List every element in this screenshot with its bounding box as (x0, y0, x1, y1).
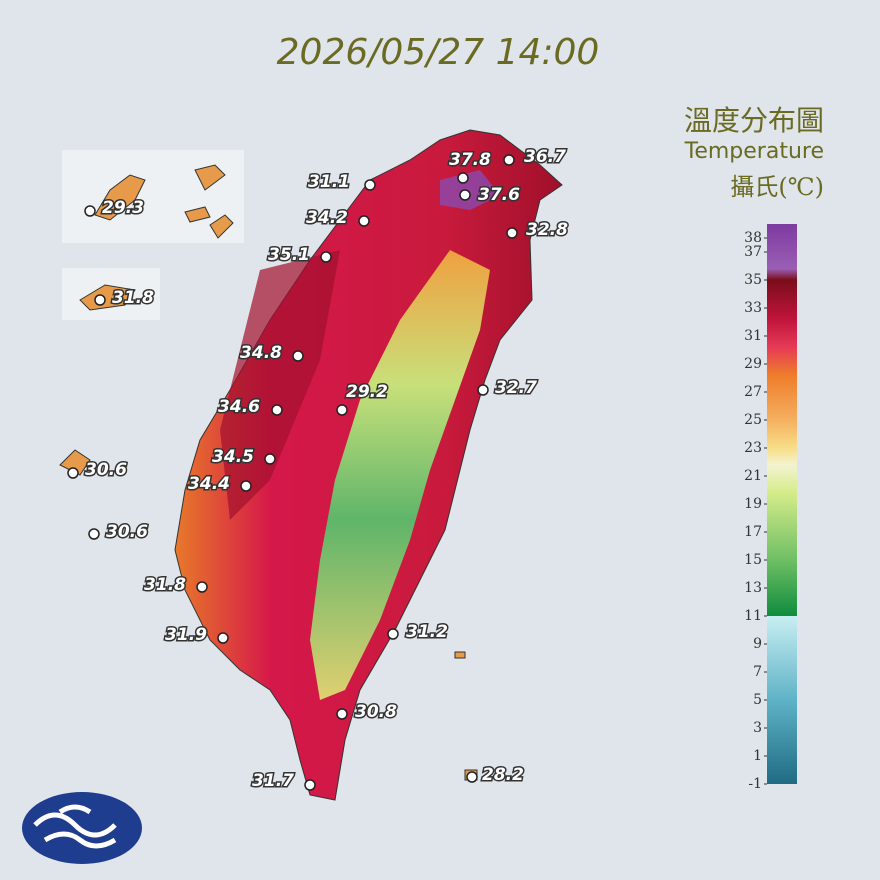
station-dot (506, 227, 518, 239)
island (94, 174, 146, 221)
station-dot (503, 154, 515, 166)
station-dot (336, 404, 348, 416)
station-dot (196, 581, 208, 593)
legend-tick-label: 1 (753, 748, 762, 764)
station-value: 37.6 (478, 185, 520, 205)
station-value: 31.7 (252, 771, 294, 791)
station-dot (292, 350, 304, 362)
station-dot (240, 480, 252, 492)
station-value: 35.1 (268, 245, 310, 265)
legend-tick-label: 13 (744, 580, 762, 596)
station-dot (457, 172, 469, 184)
station-value: 34.8 (240, 343, 282, 363)
legend-tick-label: 11 (744, 608, 762, 624)
legend-tick-label: 35 (744, 272, 762, 288)
legend-tick-label: 23 (744, 440, 762, 456)
station-value: 34.6 (218, 397, 260, 417)
station-dot (387, 628, 399, 640)
station-dot (67, 467, 79, 479)
legend-tick-label: 21 (744, 468, 762, 484)
station-value: 32.7 (495, 378, 537, 398)
station-dot (358, 215, 370, 227)
station-dot (320, 251, 332, 263)
station-dot (477, 384, 489, 396)
legend-tick-label: 5 (753, 692, 762, 708)
station-value: 37.8 (449, 150, 491, 170)
legend-tick-label: 19 (744, 496, 762, 512)
station-value: 34.4 (188, 474, 230, 494)
station-dot (364, 179, 376, 191)
station-dot (94, 294, 106, 306)
station-value: 36.7 (524, 147, 566, 167)
island (79, 284, 136, 311)
legend-tick-label: 31 (744, 328, 762, 344)
station-value: 31.2 (406, 622, 448, 642)
station-value: 31.9 (165, 625, 207, 645)
station-value: 28.2 (482, 765, 524, 785)
legend-tick-label: 38 (744, 230, 762, 246)
legend-tick-label: 17 (744, 524, 762, 540)
legend-unit: 攝氏(℃) (730, 173, 824, 201)
station-dot (304, 779, 316, 791)
station-value: 30.6 (106, 522, 148, 542)
legend-tick-label: 15 (744, 552, 762, 568)
station-dot (336, 708, 348, 720)
legend-tick-label: 33 (744, 300, 762, 316)
station-value: 29.2 (346, 382, 388, 402)
station-value: 34.5 (212, 447, 254, 467)
hot-zone (220, 250, 340, 520)
station-dot (264, 453, 276, 465)
station-value: 31.1 (308, 172, 350, 192)
station-value: 32.8 (526, 220, 568, 240)
legend-tick-label: 37 (744, 244, 762, 260)
legend-tick-label: -1 (748, 776, 762, 792)
legend-subtitle: Temperature (684, 139, 824, 164)
station-dot (84, 205, 96, 217)
station-dot (459, 189, 471, 201)
station-dot (466, 771, 478, 783)
color-bar (767, 224, 797, 784)
station-dot (271, 404, 283, 416)
legend-tick-label: 27 (744, 384, 762, 400)
logo (22, 792, 142, 864)
station-dot (88, 528, 100, 540)
island (454, 651, 478, 781)
legend-tick-label: 9 (753, 636, 762, 652)
station-value: 31.8 (144, 575, 186, 595)
station-value: 31.8 (112, 288, 154, 308)
station-value: 29.3 (102, 198, 144, 218)
station-dot (217, 632, 229, 644)
legend-tick-label: 25 (744, 412, 762, 428)
station-value: 30.8 (355, 702, 397, 722)
legend-tick-label: 7 (753, 664, 762, 680)
title: 2026/05/27 14:00 (277, 32, 600, 73)
island (184, 164, 234, 239)
legend-tick-label: 29 (744, 356, 762, 372)
station-value: 34.2 (306, 208, 348, 228)
legend-title: 溫度分布圖 (684, 104, 824, 137)
legend-tick-label: 3 (753, 720, 762, 736)
hot-zone (440, 170, 500, 210)
station-value: 30.6 (85, 460, 127, 480)
mountain-range (310, 250, 490, 700)
